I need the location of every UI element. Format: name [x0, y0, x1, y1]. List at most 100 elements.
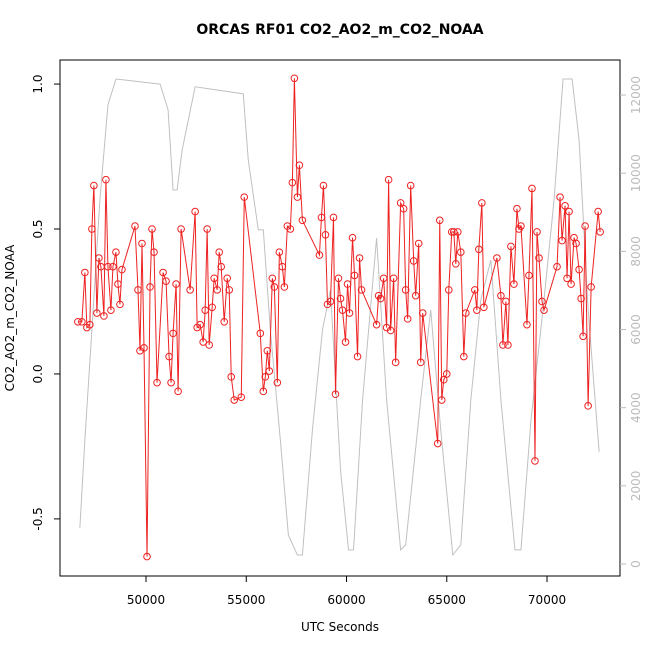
data-point	[102, 175, 110, 184]
data-point	[280, 283, 289, 291]
data-point	[225, 286, 234, 294]
data-point	[86, 320, 94, 329]
data-point	[112, 248, 120, 256]
data-point	[150, 248, 158, 256]
data-point	[146, 283, 154, 291]
y2-tick-label: 10000	[629, 154, 643, 192]
data-point	[317, 213, 326, 222]
data-point	[596, 228, 604, 236]
x-tick-label: 65000	[428, 593, 466, 607]
y-tick-label: 0.0	[31, 364, 45, 383]
data-point	[201, 306, 209, 314]
data-point	[227, 373, 236, 381]
data-point	[556, 193, 564, 201]
data-point	[109, 262, 117, 271]
data-point	[577, 294, 585, 303]
data-point	[563, 274, 571, 283]
data-point	[230, 396, 239, 404]
data-point	[561, 202, 569, 210]
chart-title: ORCAS RF01 CO2_AO2_m_CO2_NOAA	[196, 22, 483, 38]
data-point	[265, 367, 274, 375]
data-point	[447, 228, 456, 236]
data-point	[350, 271, 359, 280]
data-point	[572, 239, 580, 248]
data-point	[140, 344, 148, 352]
data-point	[116, 300, 124, 309]
data-point	[273, 378, 282, 387]
y-tick-label: 0.5	[31, 219, 45, 238]
data-point	[414, 239, 423, 248]
data-point	[329, 213, 338, 222]
data-point	[499, 341, 507, 349]
data-point	[540, 306, 548, 314]
y2-tick-label: 0	[629, 560, 643, 568]
data-point	[517, 222, 525, 230]
data-point	[261, 373, 270, 381]
data-point	[538, 297, 546, 306]
data-point	[167, 378, 175, 387]
data-point	[553, 262, 561, 271]
data-point	[343, 280, 352, 288]
data-point	[449, 228, 458, 236]
data-point	[531, 457, 539, 465]
data-point	[396, 199, 405, 207]
data-point	[95, 254, 103, 262]
data-point	[493, 254, 501, 262]
data-point	[433, 439, 442, 448]
data-point	[196, 320, 204, 329]
data-point	[131, 222, 139, 230]
data-point	[208, 303, 216, 312]
y2-tick-label: 4000	[629, 392, 643, 423]
data-point	[210, 274, 218, 283]
data-point	[93, 309, 101, 317]
data-point	[497, 291, 505, 300]
data-point	[100, 312, 108, 320]
data-point	[581, 222, 589, 230]
data-point	[384, 175, 393, 184]
data-point	[462, 309, 470, 317]
data-point	[399, 204, 408, 213]
series-line	[77, 78, 601, 557]
data-point	[118, 265, 126, 274]
data-point	[565, 207, 573, 216]
data-point	[409, 257, 418, 265]
data-point	[104, 262, 112, 271]
data-point	[348, 233, 357, 242]
data-point	[475, 245, 483, 254]
data-point	[416, 358, 425, 367]
data-point	[315, 251, 324, 259]
data-point	[355, 254, 364, 262]
data-point	[177, 225, 185, 233]
data-point	[256, 329, 265, 338]
data-point	[270, 283, 279, 291]
data-point	[237, 393, 246, 401]
data-point	[169, 329, 177, 338]
x-tick-label: 70000	[528, 593, 566, 607]
data-point	[319, 181, 328, 190]
data-point	[478, 199, 486, 207]
data-point	[159, 268, 167, 277]
data-point	[191, 207, 199, 216]
data-point	[286, 225, 295, 233]
y-tick-label: -0.5	[31, 507, 45, 530]
data-point	[418, 309, 427, 317]
data-point	[558, 236, 566, 245]
data-point	[107, 306, 115, 314]
data-point	[386, 326, 395, 335]
data-point	[217, 262, 226, 271]
data-point	[575, 265, 583, 274]
data-point	[336, 294, 345, 303]
y2-tick-label: 6000	[629, 314, 643, 345]
data-point	[525, 271, 533, 280]
data-point	[268, 274, 277, 283]
data-point	[435, 216, 444, 225]
data-point	[594, 207, 602, 216]
data-point	[471, 286, 479, 294]
data-point	[213, 286, 221, 294]
x-axis-label: UTC Seconds	[301, 620, 379, 634]
data-point	[353, 352, 362, 361]
data-point	[134, 286, 142, 294]
data-point	[587, 283, 595, 291]
